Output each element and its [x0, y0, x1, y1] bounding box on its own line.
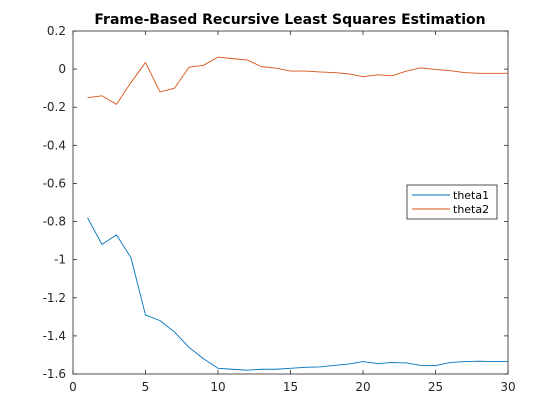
y-tick-label: -0.8	[43, 215, 66, 229]
x-tick-label: 5	[142, 380, 150, 394]
y-tick-label: -1	[54, 253, 66, 267]
y-tick-label: -1.4	[43, 329, 66, 343]
chart-title: Frame-Based Recursive Least Squares Esti…	[94, 12, 485, 28]
x-tick-label: 25	[428, 380, 443, 394]
axes: 0 5 10 15 20 25 30 0.2 0 -0.2 -0.4 -0.6 -0.8 -1 -1.2 -1…	[43, 24, 516, 394]
series-line-theta1	[87, 217, 508, 371]
y-tick-label: -0.4	[43, 138, 66, 152]
y-tick-label: -1.6	[43, 367, 66, 381]
legend-label-theta1: theta1	[453, 189, 489, 202]
legend-box	[406, 184, 498, 220]
y-tick-label: 0.2	[47, 24, 66, 38]
y-tick-label: -1.2	[43, 291, 66, 305]
y-tick-label: -0.6	[43, 176, 66, 190]
x-tick-label: 20	[355, 380, 370, 394]
y-tick-label: 0	[58, 62, 66, 76]
series-layer	[87, 56, 508, 371]
x-tick-label: 15	[283, 380, 298, 394]
legend-label-theta2: theta2	[453, 203, 489, 216]
x-tick-label: 0	[69, 380, 77, 394]
x-tick-label: 10	[210, 380, 225, 394]
series-line-theta2	[87, 56, 508, 105]
y-tick-label: -0.2	[43, 100, 66, 114]
axes-box	[72, 30, 509, 375]
x-tick-label: 30	[500, 380, 515, 394]
